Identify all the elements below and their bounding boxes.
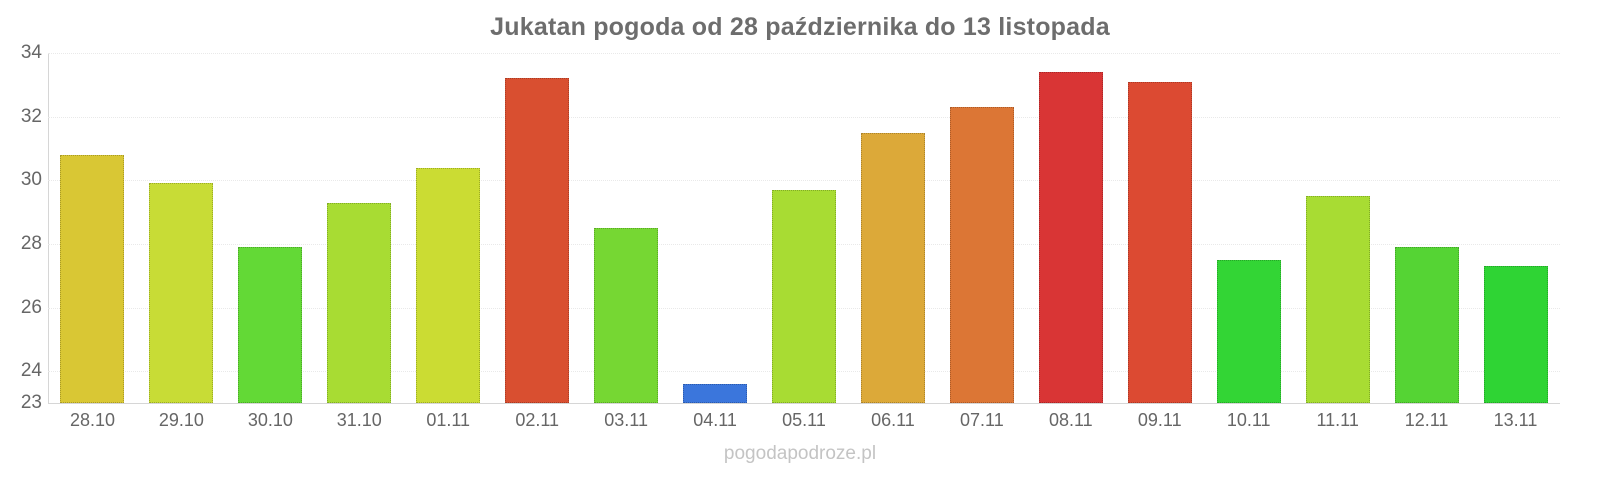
x-axis-label-06.11: 06.11	[871, 410, 915, 430]
bar-29.10[interactable]	[149, 183, 214, 403]
y-axis-tick-label: 28	[20, 232, 42, 254]
bar-08.11[interactable]	[1038, 72, 1103, 403]
x-axis-label-09.11: 09.11	[1137, 410, 1182, 430]
y-axis-tick-label: 26	[20, 296, 42, 318]
bar-09.11[interactable]	[1127, 81, 1192, 403]
x-axis-label-02.11: 02.11	[515, 410, 560, 430]
y-axis-tick-label: 23	[20, 392, 42, 413]
gridline-32	[48, 116, 1560, 118]
x-axis-label-05.11: 05.11	[782, 410, 826, 430]
bar-07.11[interactable]	[949, 107, 1014, 403]
bar-28.10[interactable]	[60, 154, 125, 403]
x-axis-label-30.10: 30.10	[247, 410, 293, 430]
x-axis-label-08.11: 08.11	[1048, 410, 1093, 430]
x-axis-label-28.10: 28.10	[69, 410, 115, 430]
y-axis-tick-label: 30	[20, 169, 42, 191]
watermark: pogodapodroze.pl	[723, 443, 877, 464]
chart-title: Jukatan pogoda od 28 października do 13 …	[490, 13, 1110, 41]
x-axis-label-07.11: 07.11	[960, 410, 1004, 430]
x-axis-label-29.10: 29.10	[158, 410, 204, 430]
bar-11.11[interactable]	[1305, 196, 1370, 403]
bar-12.11[interactable]	[1394, 247, 1459, 403]
x-axis-label-04.11: 04.11	[693, 410, 737, 430]
bar-01.11[interactable]	[416, 167, 481, 403]
x-axis-label-01.11: 01.11	[426, 410, 471, 430]
plot-area	[48, 53, 1560, 403]
y-axis-tick-label: 34	[20, 42, 42, 63]
y-axis-tick-label: 32	[20, 105, 42, 127]
x-axis-label-11.11: 11.11	[1316, 410, 1359, 430]
x-axis-line	[48, 403, 1560, 404]
x-axis-label-12.11: 12.11	[1404, 410, 1449, 430]
bar-31.10[interactable]	[327, 202, 392, 403]
bar-04.11[interactable]	[683, 383, 748, 403]
y-axis-tick-label: 24	[20, 360, 42, 382]
y-axis-line	[48, 53, 49, 403]
bar-06.11[interactable]	[860, 132, 925, 403]
bar-02.11[interactable]	[505, 78, 570, 403]
gridline-34	[48, 53, 1560, 54]
x-axis-label-31.10: 31.10	[336, 410, 382, 430]
bar-03.11[interactable]	[594, 228, 659, 403]
bar-30.10[interactable]	[238, 247, 303, 403]
x-axis-label-10.11: 10.11	[1226, 410, 1271, 430]
bar-05.11[interactable]	[772, 189, 836, 403]
x-axis-label-03.11: 03.11	[604, 410, 648, 430]
bar-10.11[interactable]	[1216, 259, 1281, 403]
x-axis-label-13.11: 13.11	[1493, 410, 1538, 430]
bar-13.11[interactable]	[1483, 266, 1548, 403]
gridline-30	[48, 180, 1560, 182]
